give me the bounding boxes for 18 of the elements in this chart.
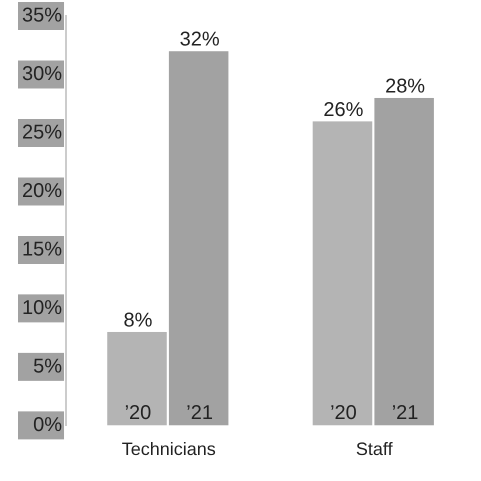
data-label: 8% (123, 309, 153, 332)
x-tick-label: Technicians (122, 439, 216, 460)
y-tick-label: 0% (33, 414, 62, 436)
series-label: ’21 (186, 402, 213, 424)
text: ’20 (330, 402, 357, 424)
y-tick-label: 5% (33, 355, 62, 378)
series-label: ’20 (124, 402, 152, 424)
y-tick-label: 30% (22, 63, 62, 85)
x-tick-label: Staff (356, 439, 394, 460)
y-tick-label: 35% (22, 4, 62, 27)
y-tick-label: 15% (22, 238, 62, 260)
data-label: 32% (180, 28, 220, 51)
data-label: 28% (385, 75, 426, 98)
text: ’21 (392, 402, 418, 424)
y-tick-label: 10% (22, 296, 62, 319)
data-label: 26% (323, 98, 364, 121)
y-tick-label: 20% (22, 180, 62, 202)
y-tick-label: 25% (22, 121, 62, 144)
